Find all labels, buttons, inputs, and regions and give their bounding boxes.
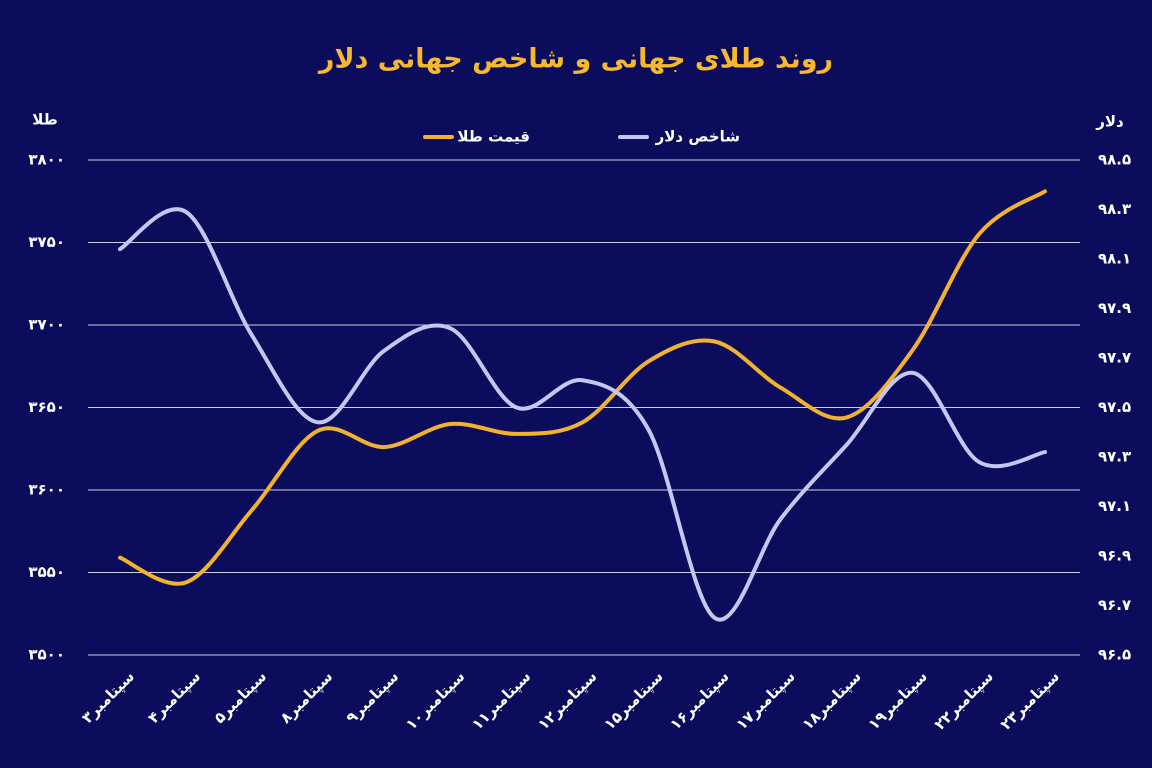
x-tick-label: ۱۸سپتامبر: [799, 667, 866, 734]
y2-tick-label: ۹۷.۱: [1098, 497, 1131, 515]
legend-label: قیمت طلا: [457, 128, 530, 146]
y-tick-label: ۳۶۵۰: [28, 398, 65, 416]
line: [118, 189, 1047, 586]
x-tick-label: ۲۲سپتامبر: [931, 667, 998, 734]
y-tick-label: ۳۷۰۰: [28, 316, 65, 334]
x-tick-label: ۱۵سپتامبر: [600, 667, 667, 734]
y-tick-label: ۳۸۰۰: [28, 151, 65, 169]
x-tick-label: ۴سپتامبر: [144, 667, 204, 727]
x-tick-label: ۱۶سپتامبر: [666, 667, 733, 734]
y2-tick-label: ۹۸.۵: [1098, 151, 1131, 169]
y2-tick-label: ۹۷.۵: [1098, 398, 1131, 416]
x-tick-label: ۸سپتامبر: [276, 667, 336, 727]
y2-tick-label: ۹۶.۵: [1098, 646, 1131, 664]
y2-tick-label: ۹۷.۹: [1098, 299, 1131, 317]
y-axis-label: طلا: [32, 111, 58, 129]
chart-title: روند طلای جهانی و شاخص جهانی دلار: [317, 44, 833, 75]
x-tick-label: ۹سپتامبر: [343, 667, 403, 727]
x-tick-label: ۲۳سپتامبر: [997, 667, 1064, 734]
y2-tick-label: ۹۶.۷: [1098, 596, 1131, 614]
y-tick-label: ۳۵۵۰: [28, 563, 65, 581]
y2-axis-label: دلار: [1095, 113, 1124, 131]
y2-tick-label: ۹۶.۹: [1098, 547, 1131, 565]
y2-tick-label: ۹۸.۱: [1098, 250, 1131, 268]
y2-tick-label: ۹۷.۷: [1098, 349, 1131, 367]
y-tick-label: ۳۷۵۰: [28, 233, 65, 251]
legend-label: شاخص دلار: [655, 128, 740, 146]
x-tick-label: ۱۱سپتامبر: [468, 667, 535, 734]
x-tick-label: ۱۷سپتامبر: [732, 667, 799, 734]
y-tick-label: ۳۵۰۰: [28, 646, 65, 664]
x-tick-label: ۱۰سپتامبر: [402, 667, 469, 734]
x-tick-label: ۳سپتامبر: [78, 667, 138, 727]
y2-tick-label: ۹۷.۳: [1098, 448, 1131, 466]
line: [118, 207, 1047, 622]
x-tick-label: ۱۹سپتامبر: [865, 667, 932, 734]
x-tick-label: ۵سپتامبر: [210, 667, 270, 727]
y2-tick-label: ۹۸.۳: [1098, 200, 1131, 218]
x-tick-label: ۱۲سپتامبر: [534, 667, 601, 734]
y-tick-label: ۳۶۰۰: [28, 481, 65, 499]
